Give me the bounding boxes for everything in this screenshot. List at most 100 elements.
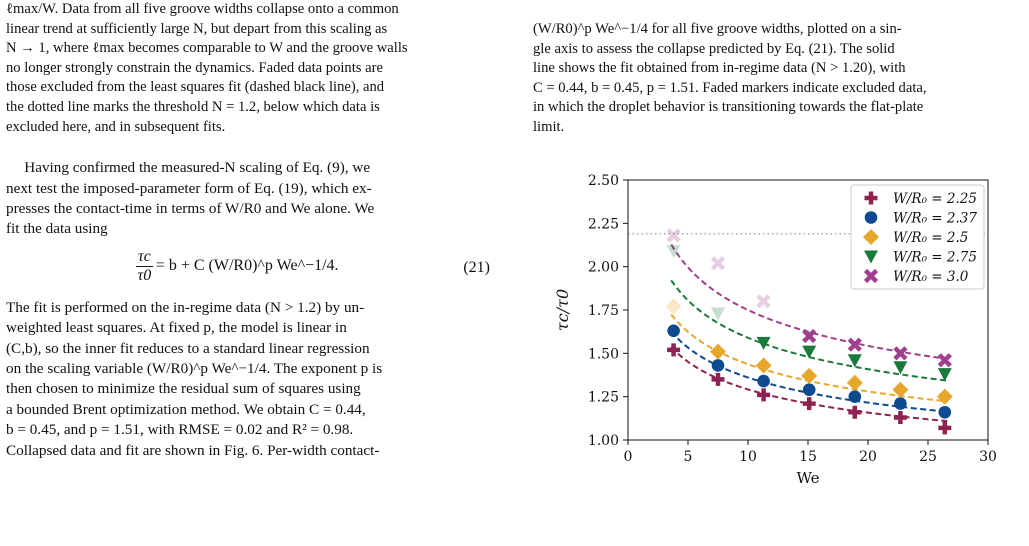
x-tick-label: 20: [859, 449, 877, 465]
x-marker: [802, 328, 817, 344]
y-tick-label: 1.00: [588, 433, 619, 449]
data-point: [802, 345, 817, 359]
caption-line: linear trend at sufficiently large N, bu…: [6, 20, 388, 37]
legend-label: W/R₀ = 3.0: [893, 269, 969, 285]
text-line: next test the imposed-parameter form of …: [6, 179, 372, 197]
data-point: [938, 421, 952, 435]
plus-marker: [802, 397, 816, 411]
text-line: Having confirmed the measured-N scaling …: [24, 159, 371, 177]
caption-line: (W/R0)^p We^−1/4 for all five groove wid…: [533, 21, 902, 37]
body-paragraph: Having confirmed the measured-N scaling …: [6, 158, 494, 240]
data-point: [710, 343, 726, 360]
data-point: [893, 410, 907, 424]
data-point: [936, 388, 953, 405]
equation-body: τc τ0 = b + C (W/R0)^p We^−1/4.: [136, 248, 339, 285]
data-point: [864, 211, 878, 224]
diamond-marker: [936, 388, 953, 405]
text-line: Collapsed data and fit are shown in Fig.…: [6, 441, 380, 459]
data-point: [711, 372, 725, 386]
circle-marker: [757, 374, 770, 388]
data-point: [863, 268, 879, 284]
data-point: [757, 388, 771, 402]
legend-box: [850, 184, 985, 290]
y-tick-label: 1.50: [588, 346, 619, 362]
caption-line: C = 0.44, b = 0.45, p = 1.51. Faded mark…: [533, 79, 927, 96]
caption-line: no longer strongly constrain the dynamic…: [6, 59, 383, 76]
text-line: fit the data using: [6, 220, 108, 238]
legend-label: W/R₀ = 2.75: [893, 250, 977, 266]
diamond-marker: [846, 374, 863, 391]
x-tick-label: 5: [684, 449, 693, 465]
data-point: [893, 361, 908, 375]
y-tick-label: 1.25: [588, 390, 619, 406]
diamond-marker: [710, 343, 726, 360]
caption-line: the dotted line marks the threshold N = …: [6, 98, 380, 115]
data-point: [667, 343, 681, 357]
text-line: weighted least squares. At fixed p, the …: [6, 319, 347, 337]
data-point: [756, 336, 771, 350]
data-point: [863, 229, 879, 245]
triangle-marker: [666, 245, 681, 259]
data-point: [755, 357, 772, 374]
data-point: [892, 381, 909, 398]
triangle-marker: [893, 361, 908, 375]
x-marker: [893, 346, 908, 361]
x-marker: [863, 268, 879, 284]
data-point: [893, 346, 908, 361]
body-paragraph: The fit is performed on the in-regime da…: [6, 298, 494, 461]
data-point: [864, 250, 878, 264]
circle-marker: [711, 359, 725, 372]
plus-marker: [864, 191, 878, 205]
x-marker: [666, 228, 681, 243]
circle-marker: [864, 211, 878, 224]
y-tick-label: 2.25: [588, 216, 619, 232]
data-point: [802, 328, 817, 344]
data-point: [848, 405, 862, 419]
plus-marker: [757, 388, 771, 402]
legend: W/R₀ = 2.25 W/R₀ = 2.37 W/R₀ = 2.5 W/R₀ = 2…: [850, 184, 985, 290]
figure-6-caption-tail: (W/R0)^p We^−1/4 for all five groove wid…: [533, 20, 1021, 138]
data-point: [711, 359, 725, 372]
x-marker: [756, 294, 771, 309]
caption-line: gle axis to assess the collapse predicte…: [533, 40, 895, 57]
x-tick-label: 25: [919, 449, 937, 465]
text-line: b = 0.45, and p = 1.51, with RMSE = 0.02…: [6, 421, 354, 439]
plus-marker: [667, 343, 681, 357]
data-point: [802, 397, 816, 411]
diamond-marker: [755, 357, 772, 374]
data-point: [847, 354, 862, 368]
caption-line: those excluded from the least squares fi…: [6, 79, 385, 96]
equation-number: (21): [463, 258, 490, 276]
triangle-marker: [756, 336, 771, 350]
diamond-marker: [801, 367, 818, 384]
triangle-marker: [802, 345, 817, 359]
circle-marker: [848, 390, 862, 403]
axes: 0 5 10 15 20 25 30 1.00 1.25 1.50 1.75 2.00 2.25 2.50…: [553, 173, 997, 487]
circle-marker: [938, 405, 952, 419]
triangle-marker: [864, 250, 878, 264]
data-point: [802, 383, 816, 397]
figure-5-caption-tail: ℓmax/W. Data from all five groove widths…: [6, 0, 494, 137]
data-point: [666, 228, 681, 243]
text-line: then chosen to minimize the residual sum…: [6, 380, 361, 398]
caption-line: N → 1, where ℓmax becomes comparable to …: [6, 40, 408, 57]
caption-line: line shows the fit obtained from in-regi…: [533, 60, 906, 77]
equation-numerator: τc: [136, 247, 153, 267]
plus-marker: [711, 372, 725, 386]
equation-rhs: = b + C (W/R0)^p We^−1/4.: [155, 257, 339, 275]
triangle-marker: [711, 307, 725, 321]
x-tick-label: 15: [799, 449, 817, 465]
caption-line: excluded here, and in subsequent fits.: [6, 118, 226, 135]
data-point: [864, 191, 878, 205]
data-point: [757, 374, 770, 388]
legend-label: W/R₀ = 2.37: [893, 211, 977, 227]
diamond-marker: [863, 229, 879, 245]
data-point: [665, 298, 682, 315]
x-marker: [710, 256, 726, 271]
data-point: [848, 390, 862, 403]
plus-marker: [893, 410, 907, 424]
data-point: [801, 367, 818, 384]
y-tick-label: 1.75: [588, 303, 619, 319]
caption-line: limit.: [533, 118, 565, 135]
data-markers: [665, 228, 953, 435]
